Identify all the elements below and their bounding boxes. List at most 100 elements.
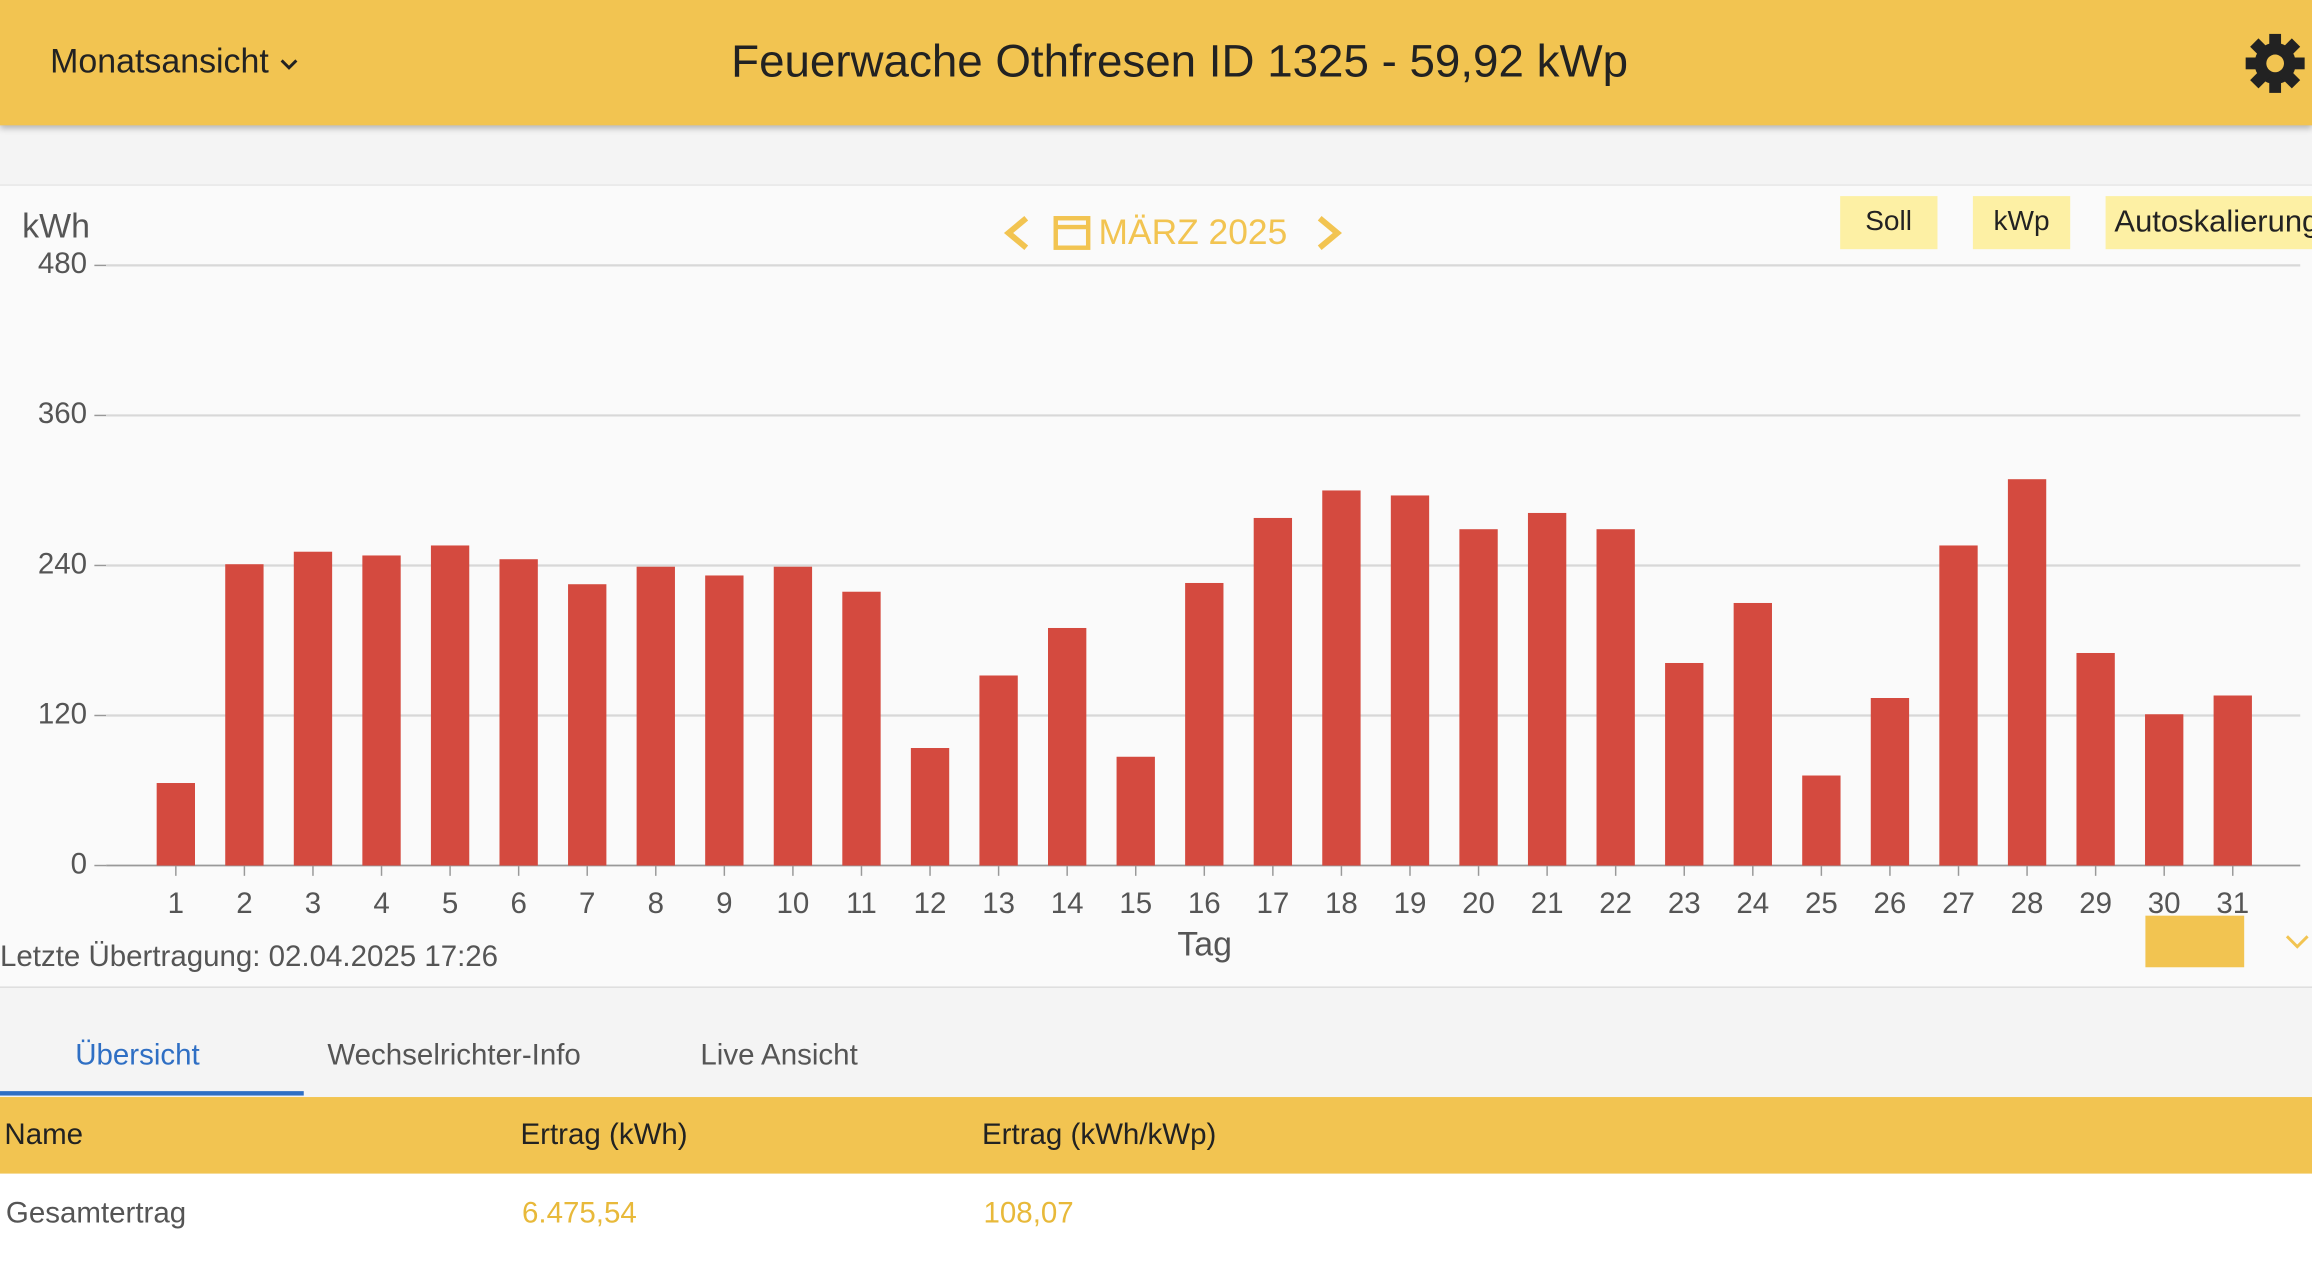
bar bbox=[636, 566, 675, 866]
month-label[interactable]: MÄRZ 2025 bbox=[1099, 213, 1288, 252]
tab-indicator bbox=[0, 1091, 304, 1096]
bar bbox=[225, 564, 264, 866]
table-cell: 6.475,54 bbox=[521, 1197, 637, 1230]
bar bbox=[1527, 512, 1567, 866]
table-row bbox=[0, 1173, 2312, 1262]
x-tick-label: 20 bbox=[1462, 887, 1495, 920]
x-tick-label: 5 bbox=[442, 887, 458, 920]
prev-month[interactable] bbox=[1003, 215, 1029, 250]
y-tick-label: 240 bbox=[38, 547, 87, 580]
autoscale-button[interactable]: Autoskalierung bbox=[2105, 196, 2312, 250]
y-tick-label: 120 bbox=[38, 697, 87, 730]
x-tick-label: 6 bbox=[510, 887, 526, 920]
bar bbox=[1048, 627, 1087, 866]
bar bbox=[293, 551, 333, 866]
x-axis-label: Tag bbox=[1177, 926, 1232, 964]
bar bbox=[1390, 495, 1430, 866]
bar bbox=[156, 783, 196, 866]
column-header: Ertrag (kWh/kWp) bbox=[982, 1119, 1217, 1152]
settings-icon[interactable] bbox=[2244, 32, 2306, 94]
bar bbox=[1939, 545, 1978, 866]
bar bbox=[705, 575, 744, 866]
column-header: Ertrag (kWh) bbox=[520, 1119, 688, 1152]
x-tick-label: 9 bbox=[716, 887, 732, 920]
x-tick-label: 17 bbox=[1256, 887, 1289, 920]
bar bbox=[568, 584, 607, 866]
header bbox=[0, 0, 2312, 126]
x-tick-label: 4 bbox=[373, 887, 389, 920]
bar bbox=[1665, 662, 1704, 866]
view-label[interactable]: Monatsansicht bbox=[50, 41, 269, 80]
bar bbox=[2076, 652, 2115, 866]
x-tick-label: 14 bbox=[1051, 887, 1084, 920]
bar bbox=[2007, 479, 2047, 866]
bar bbox=[499, 559, 538, 866]
bar bbox=[910, 748, 950, 866]
y-tick-label: 360 bbox=[38, 397, 87, 430]
y-tick-label: 0 bbox=[71, 847, 87, 880]
bar bbox=[2213, 695, 2252, 866]
x-tick-label: 8 bbox=[648, 887, 664, 920]
column-header: Name bbox=[4, 1119, 84, 1152]
x-tick-label: 3 bbox=[305, 887, 321, 920]
table-cell: Gesamtertrag bbox=[5, 1197, 187, 1230]
table-cell: 108,07 bbox=[983, 1197, 1074, 1230]
x-tick-label: 24 bbox=[1736, 887, 1769, 920]
bar bbox=[362, 555, 401, 866]
bar bbox=[1116, 756, 1155, 866]
view-select[interactable]: Monatsansicht bbox=[50, 41, 299, 81]
y-axis-label: kWh bbox=[22, 208, 90, 246]
page-title: Feuerwache Othfresen ID 1325 - 59,92 kWp bbox=[731, 35, 1629, 87]
kwp-button[interactable]: kWp bbox=[1972, 196, 2071, 250]
bar bbox=[430, 545, 470, 866]
export-button[interactable] bbox=[2145, 915, 2245, 968]
y-tick-label: 480 bbox=[38, 247, 87, 280]
bar bbox=[1459, 529, 1498, 866]
bar bbox=[1596, 529, 1635, 866]
next-month[interactable] bbox=[1317, 215, 1342, 250]
bar bbox=[1253, 517, 1293, 866]
bar bbox=[979, 675, 1018, 866]
x-tick-label: 18 bbox=[1325, 887, 1358, 920]
bar bbox=[773, 566, 813, 866]
x-tick-label: 31 bbox=[2216, 887, 2249, 920]
tab[interactable]: Übersicht bbox=[75, 1039, 200, 1072]
x-tick-label: 7 bbox=[579, 887, 595, 920]
table-header bbox=[0, 1097, 2312, 1174]
x-tick-label: 10 bbox=[777, 887, 810, 920]
x-tick-label: 12 bbox=[914, 887, 947, 920]
bar bbox=[1185, 582, 1224, 866]
x-tick-label: 22 bbox=[1599, 887, 1632, 920]
x-tick-label: 25 bbox=[1805, 887, 1838, 920]
soll-button[interactable]: Soll bbox=[1840, 196, 1938, 250]
bar bbox=[2145, 714, 2184, 866]
tab[interactable]: Wechselrichter-Info bbox=[327, 1039, 581, 1072]
x-tick-label: 16 bbox=[1188, 887, 1221, 920]
chevron bbox=[280, 59, 297, 70]
bar bbox=[1802, 775, 1841, 866]
x-tick-label: 26 bbox=[1874, 887, 1907, 920]
chart: MÄRZ 2025 kWh Tag Letzte Übertragung: 02… bbox=[0, 208, 2301, 973]
calendar-icon bbox=[1053, 216, 1091, 250]
x-tick-label: 1 bbox=[168, 887, 184, 920]
bar bbox=[1733, 602, 1772, 866]
x-tick-label: 2 bbox=[236, 887, 252, 920]
x-tick-label: 21 bbox=[1531, 887, 1564, 920]
x-tick-label: 13 bbox=[982, 887, 1015, 920]
bar bbox=[1870, 697, 1910, 866]
bar bbox=[1322, 490, 1361, 866]
bar bbox=[842, 591, 881, 866]
expand-chevron[interactable] bbox=[2284, 932, 2312, 953]
x-tick-label: 27 bbox=[1942, 887, 1975, 920]
last-transfer: Letzte Übertragung: 02.04.2025 17:26 bbox=[0, 940, 498, 973]
x-tick-label: 29 bbox=[2079, 887, 2112, 920]
x-tick-label: 23 bbox=[1668, 887, 1701, 920]
x-tick-label: 28 bbox=[2011, 887, 2044, 920]
x-tick-label: 11 bbox=[846, 887, 877, 920]
x-tick-label: 15 bbox=[1119, 887, 1152, 920]
tab[interactable]: Live Ansicht bbox=[700, 1039, 858, 1072]
x-tick-label: 19 bbox=[1394, 887, 1427, 920]
x-tick-label: 30 bbox=[2148, 887, 2181, 920]
